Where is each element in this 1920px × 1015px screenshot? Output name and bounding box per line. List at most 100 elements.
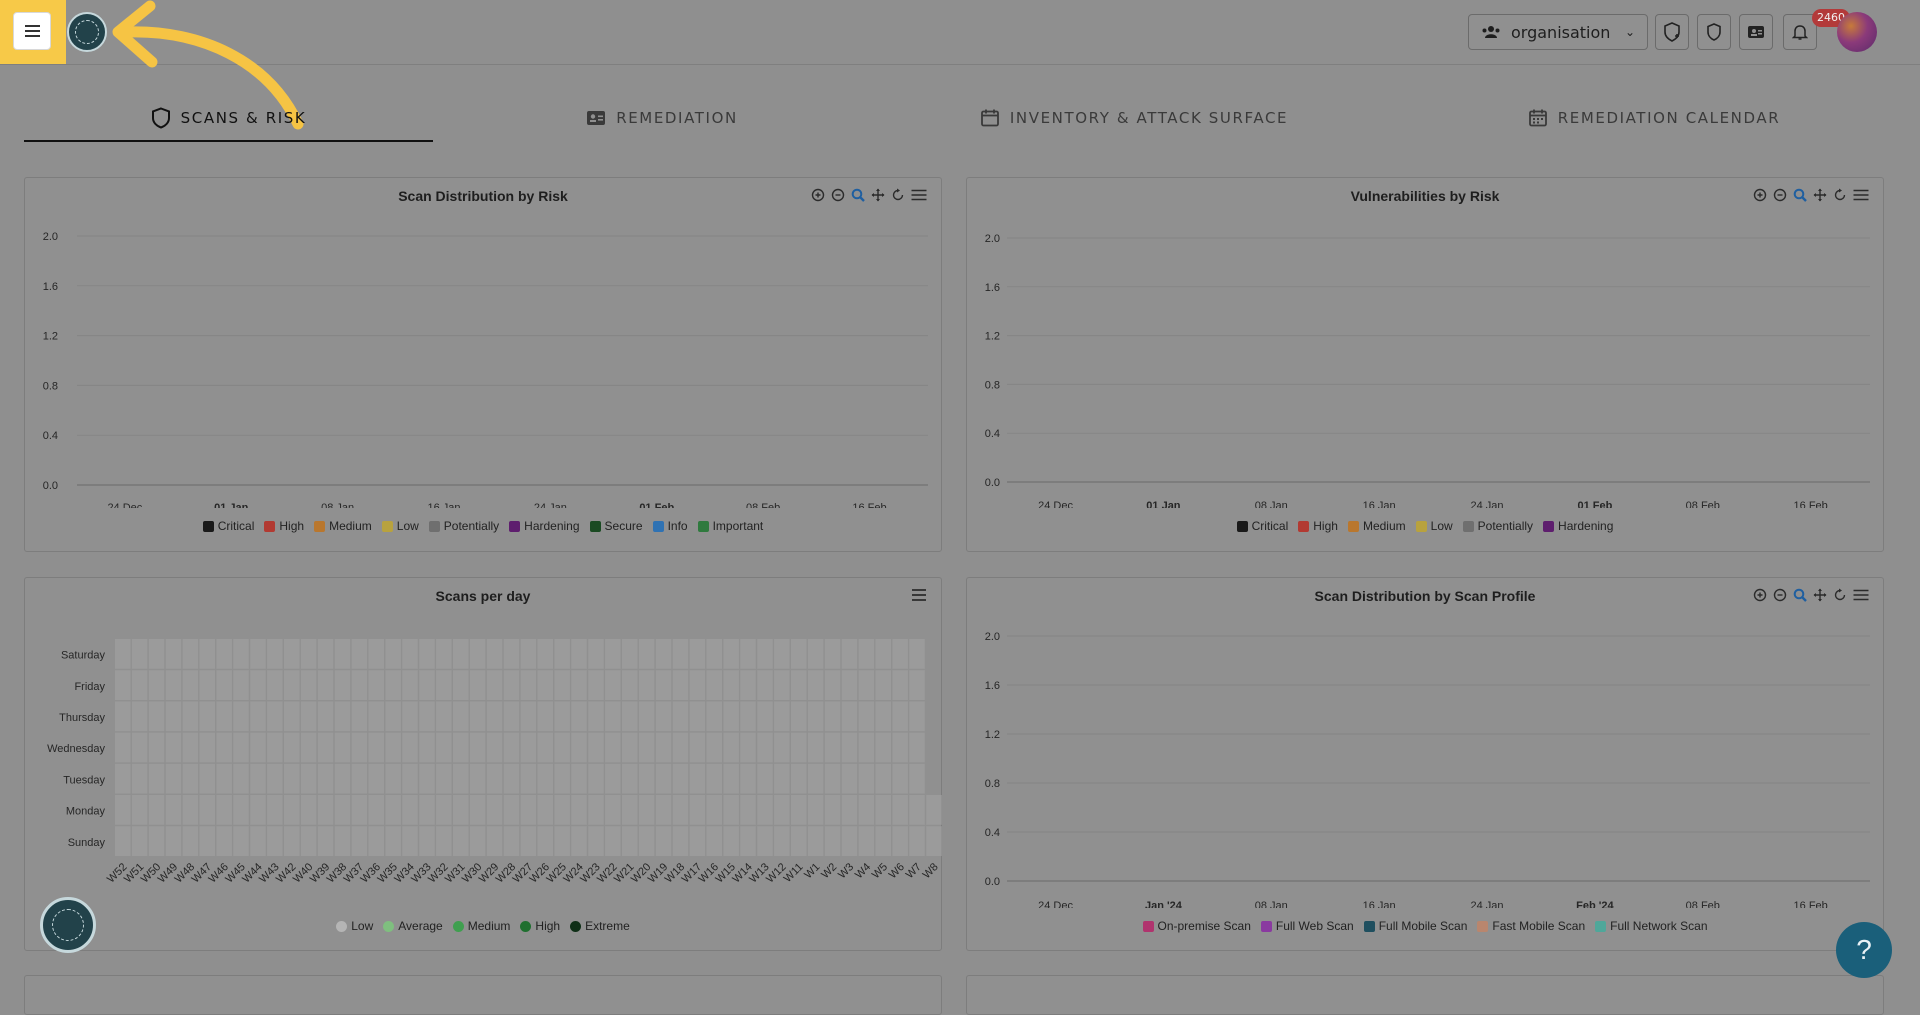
tab-scans-risk[interactable]: SCANS & RISK xyxy=(24,96,433,142)
zoom-in-icon[interactable] xyxy=(1753,588,1767,602)
x-tick-label: 01 Jan xyxy=(1146,500,1181,508)
legend-item[interactable]: Full Web Scan xyxy=(1260,919,1354,933)
reset-icon[interactable] xyxy=(1833,188,1847,202)
heatmap-cell xyxy=(774,795,790,825)
legend-item[interactable]: Info xyxy=(652,519,688,533)
notifications-button[interactable] xyxy=(1783,14,1817,50)
heatmap-cell xyxy=(115,763,131,794)
heatmap-cell xyxy=(672,639,689,669)
heatmap-cell xyxy=(622,795,638,825)
heatmap-cell xyxy=(689,763,706,794)
zoom-in-icon[interactable] xyxy=(1753,188,1767,202)
heatmap-cell xyxy=(622,701,638,732)
heatmap-cell xyxy=(706,763,722,794)
legend-item[interactable]: Medium xyxy=(314,519,372,533)
heatmap-cell xyxy=(926,795,942,825)
heatmap-cell xyxy=(419,670,435,700)
heatmap-cell xyxy=(385,763,401,794)
heatmap-cell xyxy=(503,732,520,763)
brand-logo[interactable] xyxy=(67,12,107,52)
legend-item[interactable]: Critical xyxy=(202,519,254,533)
tab-remediation[interactable]: REMEDIATION xyxy=(512,96,812,140)
chart-menu-icon[interactable] xyxy=(911,188,927,202)
legend-item[interactable]: High xyxy=(520,919,560,933)
chart-menu-icon[interactable] xyxy=(911,588,927,602)
legend-item[interactable]: Low xyxy=(381,519,419,533)
heatmap-cell xyxy=(199,763,215,794)
heatmap-cell xyxy=(520,763,537,794)
heatmap-cell xyxy=(723,732,739,763)
heatmap-cell xyxy=(638,701,655,732)
legend-item[interactable]: Full Mobile Scan xyxy=(1363,919,1467,933)
pan-icon[interactable] xyxy=(871,188,885,202)
organisation-select[interactable]: organisation ⌄ xyxy=(1468,14,1648,50)
legend-item[interactable]: Low xyxy=(336,919,373,933)
x-tick-label: 01 Jan xyxy=(214,502,249,508)
legend-item[interactable]: Secure xyxy=(589,519,643,533)
legend-item[interactable]: Average xyxy=(383,919,443,933)
legend-item[interactable]: Low xyxy=(1415,519,1453,533)
legend-item[interactable]: Medium xyxy=(1347,519,1406,533)
legend-item[interactable]: Important xyxy=(697,519,763,533)
legend-item[interactable]: Full Network Scan xyxy=(1595,919,1708,933)
menu-button[interactable] xyxy=(13,12,51,50)
heatmap-cell xyxy=(453,639,469,669)
tab-inventory[interactable]: INVENTORY & ATTACK SURFACE xyxy=(954,96,1314,140)
user-avatar[interactable] xyxy=(1837,12,1877,52)
heatmap-cell xyxy=(571,639,587,669)
heatmap-cell xyxy=(622,670,638,700)
legend-item[interactable]: Hardening xyxy=(1543,519,1613,533)
legend-swatch xyxy=(1477,920,1489,932)
heatmap-cell xyxy=(588,732,604,763)
legend-item[interactable]: Medium xyxy=(452,919,510,933)
legend-item[interactable]: Critical xyxy=(1236,519,1288,533)
magnify-icon[interactable] xyxy=(1793,588,1807,602)
heatmap-cell xyxy=(469,701,486,732)
heatmap-cell xyxy=(300,795,317,825)
legend-item[interactable]: Potentially xyxy=(428,519,499,533)
heatmap-cell xyxy=(588,639,604,669)
zoom-in-icon[interactable] xyxy=(811,188,825,202)
magnify-icon[interactable] xyxy=(851,188,865,202)
heatmap-cell xyxy=(824,639,841,669)
legend-item[interactable]: Extreme xyxy=(570,919,630,933)
heatmap-cell xyxy=(250,763,266,794)
legend-item[interactable]: High xyxy=(1298,519,1338,533)
legend-item[interactable]: Hardening xyxy=(509,519,580,533)
magnify-icon[interactable] xyxy=(1793,188,1807,202)
tab-remediation-calendar[interactable]: REMEDIATION CALENDAR xyxy=(1504,96,1804,140)
security-button[interactable] xyxy=(1697,14,1731,50)
legend-item[interactable]: On-premise Scan xyxy=(1142,919,1251,933)
heatmap-cell xyxy=(131,701,148,732)
help-button[interactable]: ? xyxy=(1836,922,1892,978)
tab-label: INVENTORY & ATTACK SURFACE xyxy=(1009,109,1289,127)
chart-menu-icon[interactable] xyxy=(1853,588,1869,602)
chart-menu-icon[interactable] xyxy=(1853,188,1869,202)
zoom-out-icon[interactable] xyxy=(1773,588,1787,602)
zoom-out-icon[interactable] xyxy=(1773,188,1787,202)
assistant-logo-button[interactable] xyxy=(40,897,96,953)
heatmap-cell xyxy=(858,639,875,669)
legend-item[interactable]: Fast Mobile Scan xyxy=(1477,919,1585,933)
add-scan-button[interactable] xyxy=(1655,14,1689,50)
heatmap-cell xyxy=(503,826,520,856)
reset-icon[interactable] xyxy=(1833,588,1847,602)
zoom-out-icon[interactable] xyxy=(831,188,845,202)
legend-item[interactable]: Potentially xyxy=(1462,519,1533,533)
heatmap-cell xyxy=(165,639,182,669)
heatmap-cell xyxy=(672,701,689,732)
vuln-risk-chart: 2.0 1.6 1.2 0.8 0.4 0.0 24 Dec 01 Jan 08 Jan 16 J… xyxy=(985,233,1870,508)
heatmap-cell xyxy=(689,670,706,700)
pan-icon[interactable] xyxy=(1813,588,1827,602)
heatmap-cell xyxy=(267,639,283,669)
remediation-button[interactable] xyxy=(1739,14,1773,50)
pan-icon[interactable] xyxy=(1813,188,1827,202)
heatmap-cell xyxy=(148,795,165,825)
legend-item[interactable]: High xyxy=(264,519,304,533)
heatmap-cell xyxy=(588,701,604,732)
heatmap-cell xyxy=(469,732,486,763)
heatmap-cell xyxy=(841,763,858,794)
legend-label: Medium xyxy=(329,519,372,533)
heatmap-cell xyxy=(740,795,756,825)
reset-icon[interactable] xyxy=(891,188,905,202)
